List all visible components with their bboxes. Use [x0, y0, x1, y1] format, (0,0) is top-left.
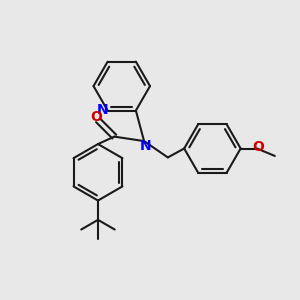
Text: O: O — [253, 140, 264, 154]
Text: O: O — [91, 110, 102, 124]
Text: N: N — [140, 140, 152, 153]
Text: N: N — [97, 103, 108, 117]
